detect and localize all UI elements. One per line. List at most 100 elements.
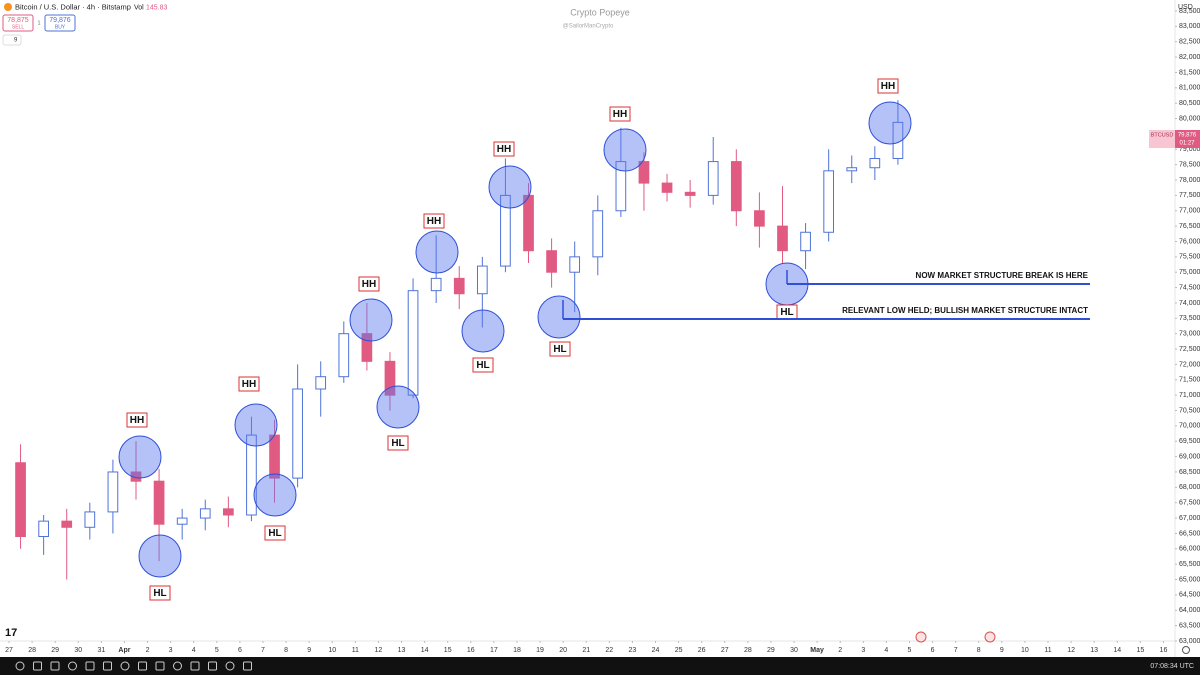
marker-circle [234,403,278,447]
marker-circle [138,534,182,578]
plot: 63,000 63,500 64,000 64,500 65,000 65,500 66,0… [5,8,1200,654]
x-tick-label: 3 [861,647,865,654]
y-tick-label: 83,500 [1179,8,1200,15]
candle-body [730,161,742,212]
x-tick-label: 20 [559,647,567,654]
tool-icon [138,661,147,671]
candle-body [430,277,442,292]
sell-label: SELL [12,24,24,30]
indicator-toggle[interactable] [2,34,22,46]
candle-body [707,161,719,196]
buy-price: 79,876 [49,17,71,24]
sell-button[interactable] [2,14,34,32]
tool-icon [50,661,60,671]
marker-circle [603,128,647,172]
x-tick-label: 4 [884,647,888,654]
x-tick-label: 30 [790,647,798,654]
y-tick-label: 65,000 [1179,576,1200,583]
marker-circle [376,385,420,429]
candle-body [546,250,557,273]
candle-body [38,520,49,538]
event-icon[interactable] [984,631,996,643]
event-icon[interactable] [915,631,927,643]
y-tick-label: 75,000 [1179,269,1200,276]
tool-icon [15,661,25,671]
x-tick-label: 7 [261,647,265,654]
x-tick-label: May [810,647,824,654]
marker-label: HH [613,109,627,120]
marker-circle [253,473,297,517]
x-tick-label: 16 [467,647,475,654]
y-tick-label: 66,000 [1179,546,1200,553]
x-tick-label: 16 [1160,647,1168,654]
candle-body [223,508,234,516]
y-tick-label: 69,000 [1179,453,1200,460]
x-tick-label: 15 [444,647,452,654]
y-tick-label: 67,000 [1179,515,1200,522]
tool-icon [225,661,235,671]
buy-button[interactable] [44,14,76,32]
level-note: RELEVANT LOW HELD; BULLISH MARKET STRUCT… [842,306,1088,315]
y-tick-label: 66,500 [1179,530,1200,537]
marker-label: HH [242,379,256,390]
candle-body [754,210,765,227]
watermark-handle: @SailorManCrypto [563,24,614,30]
candle-body [407,290,419,396]
marker-label: HH [427,216,441,227]
currency[interactable]: USD [1178,4,1193,11]
x-tick-label: 6 [238,647,242,654]
y-tick-label: 67,500 [1179,500,1200,507]
x-tick-label: 10 [1021,647,1029,654]
marker-label: HL [268,528,281,539]
marker-box [358,276,380,292]
y-tick-label: 70,500 [1179,407,1200,414]
candle-body [176,517,188,525]
x-tick-label: 29 [51,647,59,654]
marker-label: HL [553,344,566,355]
x-tick-label: 3 [169,647,173,654]
y-tick-label: 78,500 [1179,162,1200,169]
candle-body [338,333,350,378]
tag-timer: 01:27 [1179,141,1195,147]
y-tick-label: 81,500 [1179,69,1200,76]
x-tick-label: 24 [652,647,660,654]
candle-body [61,520,73,528]
x-tick-label: 2 [146,647,150,654]
y-tick-label: 74,000 [1179,300,1200,307]
marker-circle [537,295,581,339]
x-tick-label: 27 [721,647,729,654]
y-tick-label: 76,000 [1179,238,1200,245]
tool-icon [173,661,182,671]
marker-circle [118,435,162,479]
candle-body [638,161,650,184]
x-tick-label: 14 [1113,647,1121,654]
x-tick-label: 12 [375,647,383,654]
candle-body [199,508,211,519]
x-tick-label: 13 [398,647,406,654]
x-tick-label: 28 [744,647,752,654]
marker-label: HH [362,279,376,290]
candle-body [846,167,858,172]
clock: 07:08:34 UTC [1150,663,1194,670]
y-tick-label: 70,000 [1179,423,1200,430]
marker-box [877,78,899,94]
symbol-tag [1149,130,1175,148]
candle-body [777,225,788,252]
marker-label: HH [497,144,511,155]
tool-icon [243,661,252,671]
candle-body [500,194,511,267]
y-tick-label: 77,500 [1179,192,1200,199]
candle-body [569,256,581,273]
y-tick-label: 81,000 [1179,85,1200,92]
settings-icon[interactable] [1182,646,1190,654]
tool-icon [120,661,130,671]
candle-body [292,388,303,479]
candle-body [84,511,96,528]
tool-icon [208,661,217,671]
x-tick-label: 5 [908,647,912,654]
marker-circle [461,309,505,353]
toolbar [0,657,1200,675]
x-tick-label: 9 [307,647,311,654]
